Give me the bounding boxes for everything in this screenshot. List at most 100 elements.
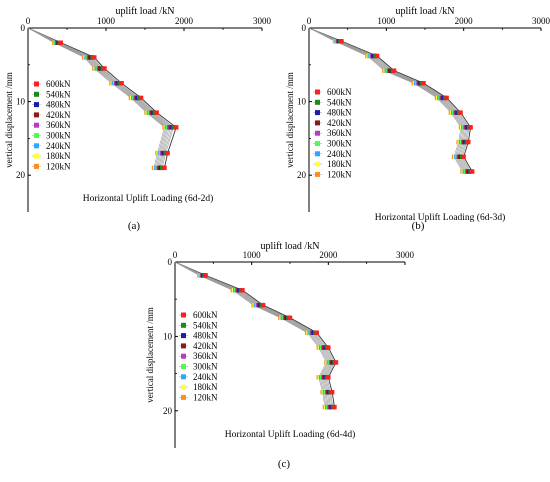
data-point-600kN xyxy=(326,345,331,350)
legend-swatch xyxy=(181,364,186,369)
data-point-540kN xyxy=(171,125,176,130)
legend-swatch xyxy=(181,322,186,328)
legend-swatch xyxy=(181,343,186,349)
chart-title: Horizontal Uplift Loading (6d-2d) xyxy=(83,193,214,204)
series-line-480kN xyxy=(27,27,173,168)
legend-label: 360kN xyxy=(46,120,71,130)
series-line-180kN xyxy=(27,27,167,168)
data-point-600kN xyxy=(287,315,293,320)
x-tick-label: 0 xyxy=(26,16,31,26)
data-point-600kN xyxy=(102,66,107,71)
legend-label: 420kN xyxy=(327,118,352,128)
data-point-600kN xyxy=(326,375,331,380)
data-point-600kN xyxy=(468,125,473,130)
data-point-540kN xyxy=(159,165,165,171)
data-point-600kN xyxy=(174,125,179,130)
data-point-600kN xyxy=(58,40,63,45)
data-point-600kN xyxy=(469,169,475,174)
legend-swatch xyxy=(34,153,39,159)
chart-title: Horizontal Uplift Loading (6d-3d) xyxy=(375,212,506,223)
legend-swatch xyxy=(181,374,186,380)
data-point-600kN xyxy=(165,150,170,156)
data-point-600kN xyxy=(260,302,266,308)
legend-label: 120kN xyxy=(46,161,71,171)
x-tick-label: 1000 xyxy=(97,16,116,26)
x-tick-label: 2000 xyxy=(455,16,474,26)
x-tick-label: 0 xyxy=(173,250,178,260)
legend-swatch xyxy=(34,91,39,97)
y-tick-label: 0 xyxy=(21,23,26,33)
legend-label: 300kN xyxy=(193,362,218,372)
data-point-600kN xyxy=(203,273,208,278)
legend-swatch xyxy=(181,353,186,359)
data-point-600kN xyxy=(421,81,426,86)
y-axis-label: vertical displacement /mm xyxy=(4,72,14,167)
panel-caption: (c) xyxy=(278,458,291,470)
data-point-600kN xyxy=(339,39,344,44)
legend-label: 540kN xyxy=(46,89,71,99)
legend-swatch xyxy=(34,133,39,138)
x-tick-label: 3000 xyxy=(253,16,272,26)
y-tick-label: 20 xyxy=(16,170,26,180)
legend-label: 180kN xyxy=(327,159,352,169)
x-tick-label: 2000 xyxy=(319,250,338,260)
data-point-600kN xyxy=(162,165,167,171)
x-tick-label: 3000 xyxy=(396,250,415,260)
data-point-600kN xyxy=(332,404,337,410)
y-tick-label: 0 xyxy=(302,23,307,33)
series-line-600kN xyxy=(27,27,177,168)
legend-label: 300kN xyxy=(46,131,71,141)
legend-label: 480kN xyxy=(193,331,218,341)
data-point-600kN xyxy=(154,110,159,115)
legend-label: 420kN xyxy=(46,110,71,120)
legend-label: 420kN xyxy=(193,341,218,351)
data-point-600kN xyxy=(92,55,97,60)
legend-swatch xyxy=(34,81,39,87)
legend-swatch xyxy=(315,141,320,146)
legend-swatch xyxy=(315,99,320,105)
y-tick-label: 20 xyxy=(163,406,173,416)
series-line-120kN xyxy=(27,27,165,168)
legend-swatch xyxy=(34,163,39,169)
panel-caption: (b) xyxy=(412,220,425,232)
legend-label: 600kN xyxy=(193,310,218,320)
chart-panel-3: 0 1000 2000 3000 0 10 20 uplift load /kN vertica… xyxy=(145,241,415,470)
legend-label: 360kN xyxy=(193,351,218,361)
y-tick-label: 20 xyxy=(297,170,307,180)
y-tick-label: 10 xyxy=(16,97,26,107)
legend-label: 540kN xyxy=(193,320,218,330)
x-tick-label: 0 xyxy=(307,16,312,26)
data-point-600kN xyxy=(314,330,320,335)
chart-title: Horizontal Uplift Loading (6d-4d) xyxy=(225,429,356,440)
legend-swatch xyxy=(315,151,320,157)
x-tick-label: 3000 xyxy=(532,16,550,26)
legend-label: 180kN xyxy=(193,382,218,392)
legend-swatch xyxy=(34,102,39,108)
y-axis-label: vertical displacement /mm xyxy=(145,307,155,402)
series-line-240kN xyxy=(27,27,168,168)
chart-panel-2: 0 1000 2000 3000 0 10 20 uplift load /kN vertica… xyxy=(285,6,550,232)
y-tick-label: 10 xyxy=(297,97,307,107)
panel-caption: (a) xyxy=(128,220,141,232)
series-line-360kN xyxy=(27,27,170,168)
data-point-600kN xyxy=(119,81,124,86)
legend-swatch xyxy=(181,394,186,400)
legend-label: 480kN xyxy=(327,108,352,118)
x-tick-label: 1000 xyxy=(377,16,396,26)
legend-swatch xyxy=(315,130,320,136)
legend-label: 600kN xyxy=(46,79,71,89)
legend-swatch xyxy=(315,171,320,177)
x-axis-label: uplift load /kN xyxy=(116,6,175,17)
legend-label: 240kN xyxy=(46,141,71,151)
data-point-600kN xyxy=(240,288,245,293)
chart-panel-1: 0 1000 2000 3000 0 10 20 uplift load /kN vertica… xyxy=(4,6,272,232)
legend-swatch xyxy=(181,333,186,339)
legend-swatch xyxy=(34,143,39,149)
legend-label: 360kN xyxy=(327,128,352,138)
legend-swatch xyxy=(315,120,320,126)
legend-label: 480kN xyxy=(46,100,71,110)
x-axis-label: uplift load /kN xyxy=(396,6,455,17)
legend-swatch xyxy=(181,384,186,390)
legend-label: 600kN xyxy=(327,87,352,97)
